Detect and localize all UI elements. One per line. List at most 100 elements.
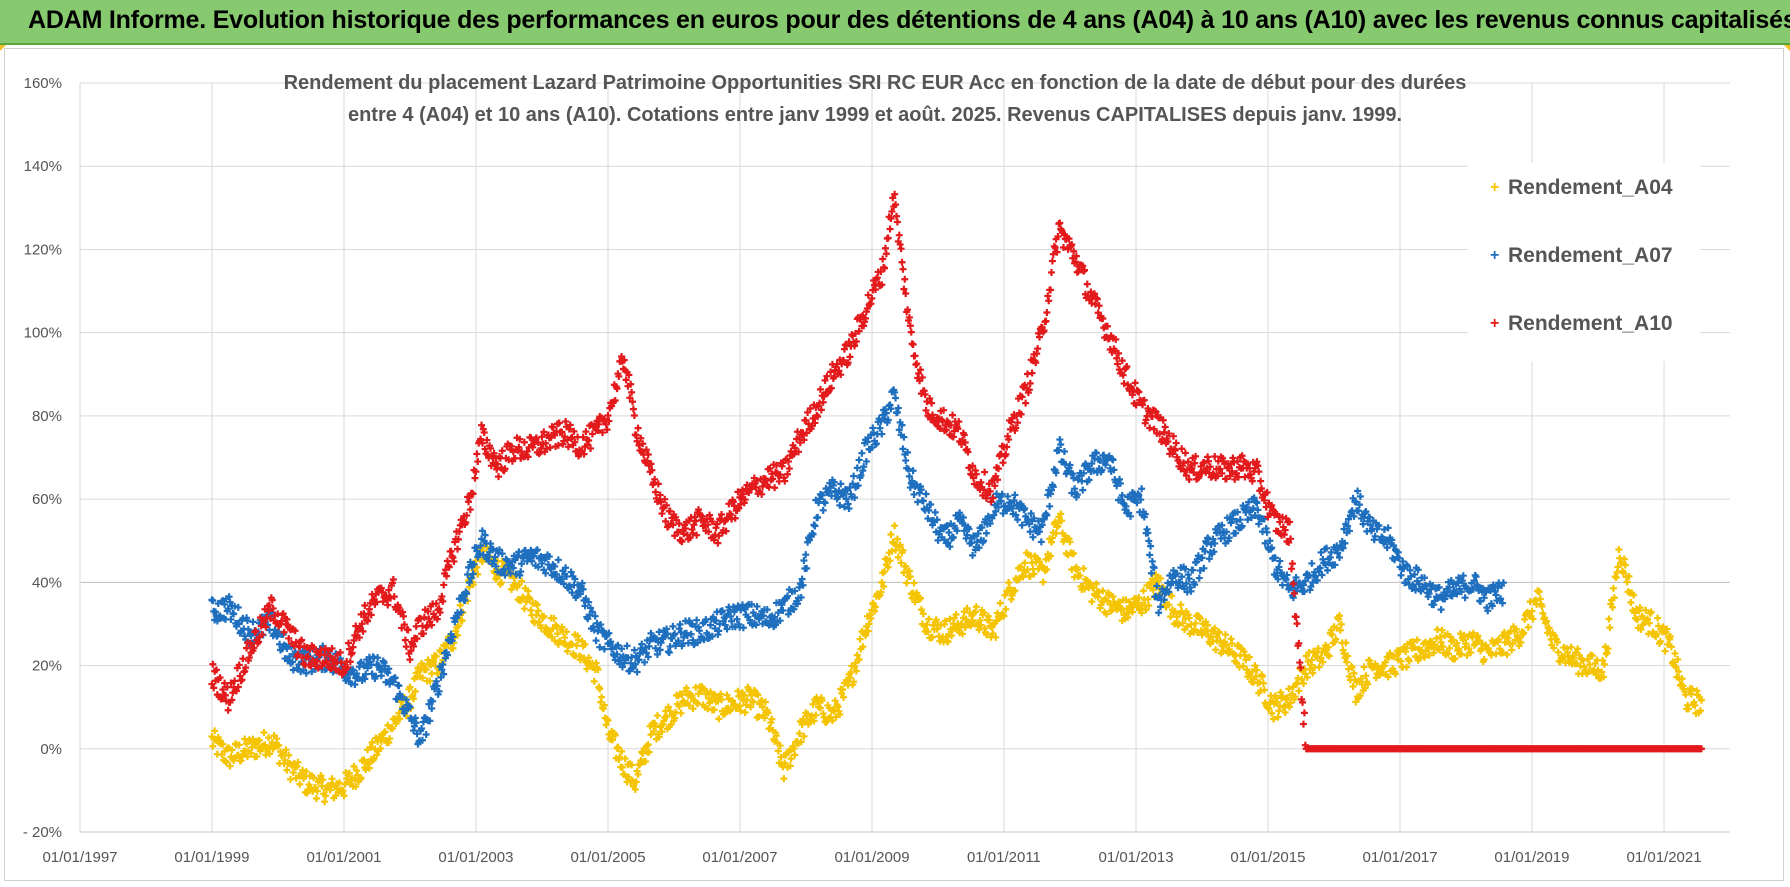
chart-title-line-2: entre 4 (A04) et 10 ans (A10). Cotations…: [347, 104, 1403, 126]
data-point-marker: [1297, 664, 1305, 672]
data-point-marker: [1414, 566, 1422, 574]
series-Rendement_A04: [208, 510, 1705, 806]
data-point-marker: [458, 617, 466, 625]
data-point-marker: [596, 685, 604, 693]
data-point-marker: [518, 560, 526, 568]
data-point-marker: [862, 632, 870, 640]
data-point-marker: [600, 701, 608, 709]
data-point-marker: [219, 597, 227, 605]
data-point-marker: [517, 568, 525, 576]
data-point-marker: [830, 372, 838, 380]
data-point-marker: [655, 628, 663, 636]
data-point-marker: [1045, 297, 1053, 305]
data-point-marker: [486, 548, 494, 556]
data-point-marker: [1341, 539, 1349, 547]
data-point-marker: [296, 780, 304, 788]
data-point-marker: [727, 705, 735, 713]
data-point-marker: [800, 557, 808, 565]
data-point-marker: [891, 190, 899, 198]
data-point-marker: [1111, 347, 1119, 355]
data-point-marker: [1047, 286, 1055, 294]
data-point-marker: [1598, 668, 1606, 676]
data-point-marker: [440, 670, 448, 678]
data-point-marker: [252, 627, 260, 635]
data-point-marker: [345, 645, 353, 653]
data-point-marker: [1495, 635, 1503, 643]
data-point-marker: [1138, 485, 1146, 493]
data-point-marker: [1059, 243, 1067, 251]
data-point-marker: [1065, 235, 1073, 243]
data-point-marker: [223, 683, 231, 691]
data-point-marker: [819, 398, 827, 406]
data-point-marker: [396, 715, 404, 723]
data-point-marker: [840, 503, 848, 511]
data-point-marker: [851, 330, 859, 338]
data-point-marker: [346, 658, 354, 666]
data-point-marker: [1276, 557, 1284, 565]
data-point-marker: [1403, 562, 1411, 570]
data-point-marker: [832, 713, 840, 721]
data-point-marker: [465, 494, 473, 502]
data-point-marker: [261, 741, 269, 749]
data-point-marker: [1361, 684, 1369, 692]
data-point-marker: [643, 457, 651, 465]
data-point-marker: [855, 456, 863, 464]
data-point-marker: [851, 342, 859, 350]
data-point-marker: [804, 408, 812, 416]
data-point-marker: [1572, 649, 1580, 657]
data-point-marker: [944, 539, 952, 547]
data-point-marker: [1105, 591, 1113, 599]
data-point-marker: [864, 627, 872, 635]
data-point-marker: [809, 700, 817, 708]
legend-label-a07: Rendement_A07: [1508, 244, 1673, 267]
data-point-marker: [326, 652, 334, 660]
data-point-marker: [1316, 564, 1324, 572]
data-point-marker: [1323, 544, 1331, 552]
data-point-marker: [242, 664, 250, 672]
data-point-marker: [818, 696, 826, 704]
data-point-marker: [1046, 502, 1054, 510]
data-point-marker: [1243, 666, 1251, 674]
data-point-marker: [351, 680, 359, 688]
data-point-marker: [764, 709, 772, 717]
data-point-marker: [871, 285, 879, 293]
data-point-marker: [952, 610, 960, 618]
data-point-marker: [894, 553, 902, 561]
data-point-marker: [1109, 456, 1117, 464]
data-point-marker: [723, 625, 731, 633]
data-point-marker: [881, 568, 889, 576]
data-point-marker: [638, 640, 646, 648]
data-point-marker: [410, 642, 418, 650]
data-point-marker: [554, 556, 562, 564]
data-point-marker: [365, 605, 373, 613]
data-point-marker: [279, 610, 287, 618]
data-point-marker: [776, 742, 784, 750]
data-point-marker: [886, 557, 894, 565]
data-point-marker: [1402, 648, 1410, 656]
data-point-marker: [210, 684, 218, 692]
data-point-marker: [560, 580, 568, 588]
data-point-marker: [287, 775, 295, 783]
data-point-marker: [584, 615, 592, 623]
data-point-marker: [420, 613, 428, 621]
data-point-marker: [411, 687, 419, 695]
data-point-marker: [350, 762, 358, 770]
data-point-marker: [814, 413, 822, 421]
data-point-marker: [878, 430, 886, 438]
data-point-marker: [1272, 572, 1280, 580]
data-point-marker: [1344, 652, 1352, 660]
banner-title: ADAM Informe. Evolution historique des p…: [28, 6, 1790, 34]
data-point-marker: [435, 687, 443, 695]
data-point-marker: [457, 608, 465, 616]
data-point-marker: [680, 530, 688, 538]
data-point-marker: [974, 530, 982, 538]
data-point-marker: [749, 698, 757, 706]
data-point-marker: [980, 486, 988, 494]
data-point-marker: [849, 480, 857, 488]
data-point-marker: [1088, 460, 1096, 468]
data-point-marker: [531, 619, 539, 627]
data-point-marker: [386, 735, 394, 743]
data-point-marker: [1090, 584, 1098, 592]
data-point-marker: [1135, 491, 1143, 499]
data-point-marker: [337, 659, 345, 667]
